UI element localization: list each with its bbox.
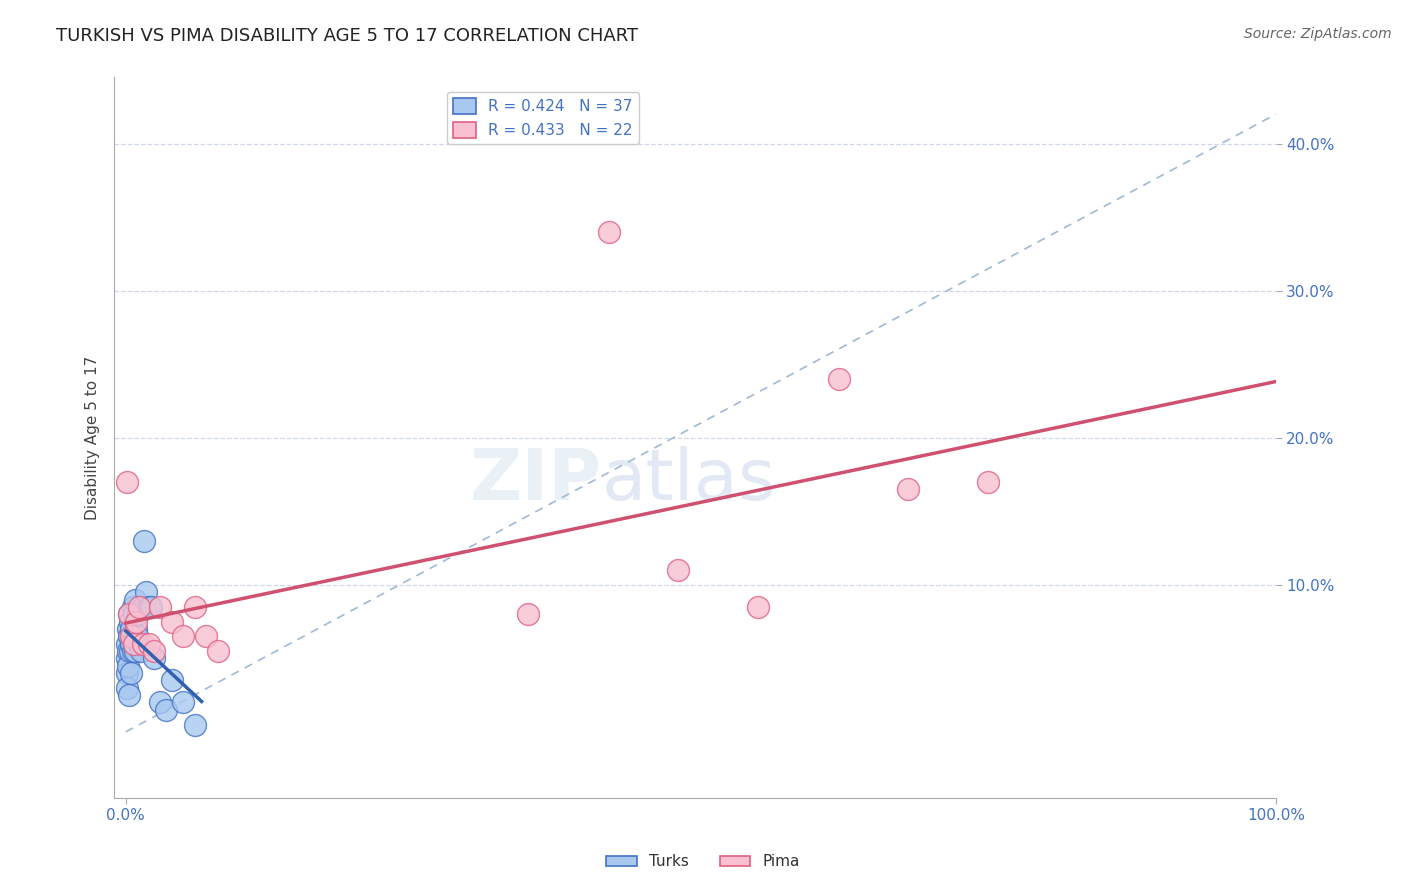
Y-axis label: Disability Age 5 to 17: Disability Age 5 to 17 bbox=[86, 356, 100, 520]
Point bbox=[117, 658, 139, 673]
Point bbox=[897, 482, 920, 496]
Point bbox=[117, 644, 139, 658]
Point bbox=[135, 585, 157, 599]
Point bbox=[117, 622, 139, 636]
Point bbox=[120, 629, 142, 643]
Point bbox=[138, 637, 160, 651]
Point bbox=[138, 599, 160, 614]
Point bbox=[127, 607, 149, 622]
Text: Source: ZipAtlas.com: Source: ZipAtlas.com bbox=[1244, 27, 1392, 41]
Point bbox=[128, 599, 150, 614]
Point bbox=[125, 615, 148, 629]
Point bbox=[124, 644, 146, 658]
Point bbox=[120, 615, 142, 629]
Point bbox=[120, 622, 142, 636]
Point bbox=[149, 696, 172, 710]
Point bbox=[120, 644, 142, 658]
Point bbox=[115, 666, 138, 681]
Point bbox=[115, 681, 138, 695]
Point bbox=[517, 607, 540, 622]
Point bbox=[127, 629, 149, 643]
Point bbox=[149, 599, 172, 614]
Point bbox=[143, 644, 166, 658]
Text: TURKISH VS PIMA DISABILITY AGE 5 TO 17 CORRELATION CHART: TURKISH VS PIMA DISABILITY AGE 5 TO 17 C… bbox=[56, 27, 638, 45]
Point bbox=[172, 696, 194, 710]
Point bbox=[183, 599, 205, 614]
Point bbox=[172, 629, 194, 643]
Legend: R = 0.424   N = 37, R = 0.433   N = 22: R = 0.424 N = 37, R = 0.433 N = 22 bbox=[447, 92, 638, 145]
Point bbox=[183, 717, 205, 731]
Point bbox=[125, 622, 148, 636]
Point bbox=[132, 637, 155, 651]
Point bbox=[115, 637, 138, 651]
Point bbox=[122, 607, 145, 622]
Point bbox=[160, 615, 183, 629]
Point bbox=[155, 703, 177, 717]
Point bbox=[139, 599, 162, 614]
Point bbox=[160, 673, 183, 688]
Point bbox=[115, 475, 138, 489]
Point bbox=[207, 644, 229, 658]
Point bbox=[598, 225, 620, 239]
Point bbox=[828, 372, 851, 386]
Point bbox=[120, 637, 142, 651]
Point bbox=[128, 637, 150, 651]
Point bbox=[118, 607, 141, 622]
Point bbox=[977, 475, 1000, 489]
Point bbox=[666, 563, 689, 577]
Point bbox=[118, 607, 141, 622]
Point bbox=[122, 637, 145, 651]
Legend: Turks, Pima: Turks, Pima bbox=[600, 848, 806, 875]
Point bbox=[122, 637, 145, 651]
Point bbox=[132, 533, 155, 548]
Point bbox=[143, 651, 166, 665]
Text: ZIP: ZIP bbox=[470, 447, 602, 516]
Point bbox=[121, 644, 143, 658]
Point bbox=[195, 629, 218, 643]
Point bbox=[118, 629, 141, 643]
Point bbox=[121, 599, 143, 614]
Point bbox=[129, 644, 152, 658]
Point bbox=[132, 599, 155, 614]
Point bbox=[120, 666, 142, 681]
Point bbox=[124, 592, 146, 607]
Point bbox=[118, 688, 141, 702]
Point bbox=[747, 599, 769, 614]
Text: atlas: atlas bbox=[602, 447, 776, 516]
Point bbox=[115, 651, 138, 665]
